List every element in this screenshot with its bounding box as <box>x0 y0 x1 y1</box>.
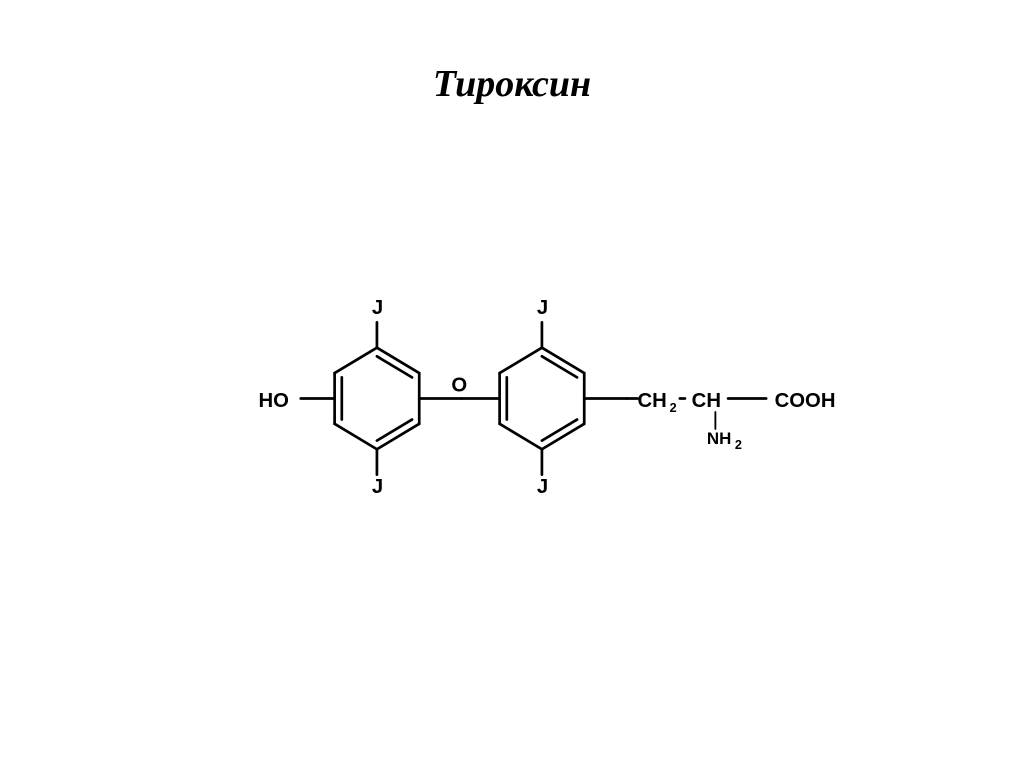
svg-text:J: J <box>372 297 383 319</box>
svg-text:J: J <box>537 476 548 498</box>
svg-text:2: 2 <box>670 401 677 415</box>
svg-text:NH: NH <box>707 429 731 448</box>
svg-text:CH: CH <box>692 390 721 412</box>
chemical-structure: JJJJHOOCH2CHCOOHNH2 <box>100 280 950 500</box>
svg-text:O: O <box>451 375 467 397</box>
svg-text:CH: CH <box>638 390 667 412</box>
svg-text:J: J <box>537 297 548 319</box>
svg-text:2: 2 <box>735 438 742 452</box>
page-title: Тироксин <box>0 62 1024 106</box>
svg-text:HO: HO <box>258 390 288 412</box>
svg-text:J: J <box>372 476 383 498</box>
svg-text:COOH: COOH <box>775 390 836 412</box>
